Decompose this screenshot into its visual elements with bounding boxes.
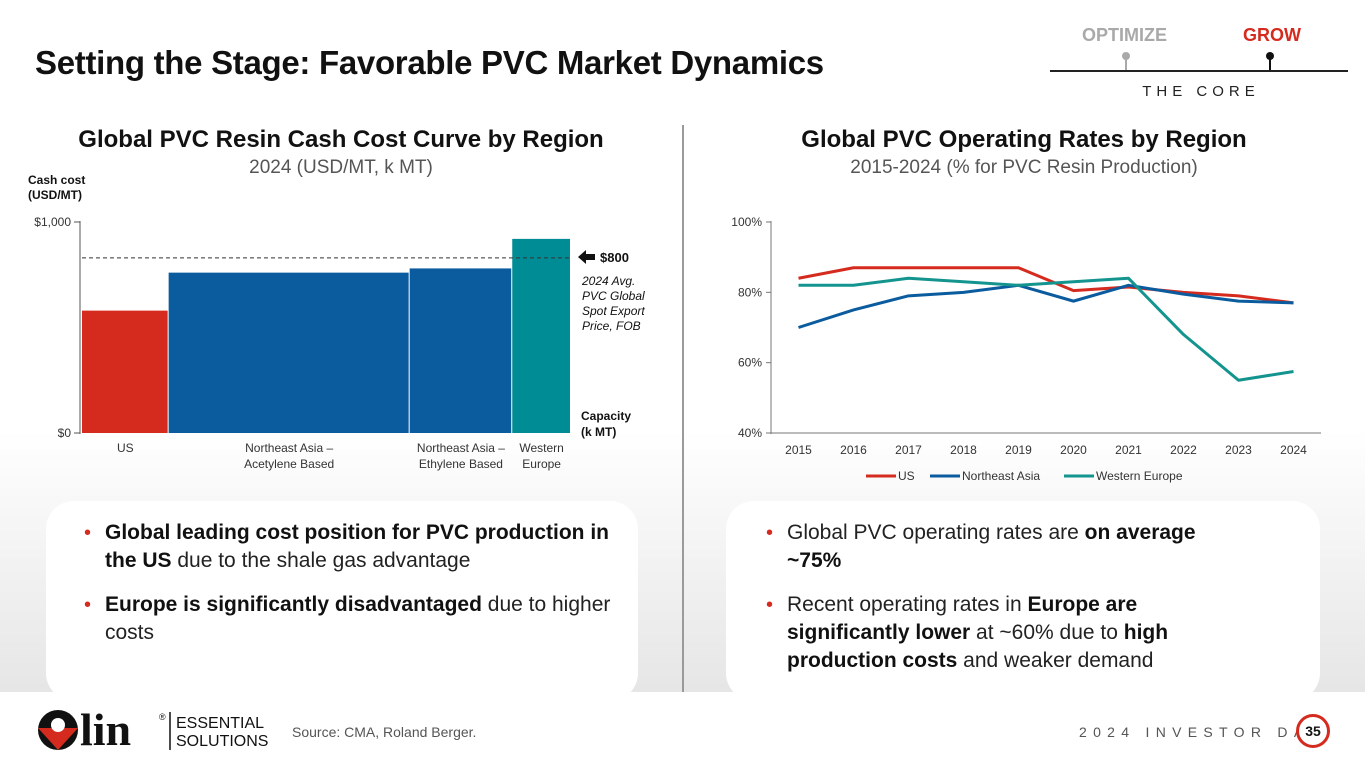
- x-axis-label-line1: Capacity: [581, 409, 631, 423]
- legend-label-0: US: [898, 469, 915, 483]
- olin-logo-text: lin: [80, 704, 131, 755]
- core-roadmap: OPTIMIZE GROW THE CORE: [1050, 20, 1350, 105]
- reference-note-line3: Spot Export: [582, 304, 645, 318]
- cost-category-label-2-1: Ethylene Based: [419, 457, 503, 471]
- core-label: THE CORE: [1142, 83, 1260, 100]
- rates-bullet-2-rest: and weaker demand: [957, 649, 1154, 672]
- cost-bullet-2-text: due to higher costs: [105, 593, 611, 644]
- cost-bar-0: [82, 310, 168, 433]
- source-note: Source: CMA, Roland Berger.: [292, 724, 477, 740]
- rates-bullet-1-bold: on average ~75%: [787, 521, 1196, 572]
- rates-xtick-label-2022: 2022: [1170, 443, 1197, 457]
- reference-note-line2: PVC Global: [582, 289, 645, 303]
- rates-bullet-1: Global PVC operating rates are on averag…: [766, 519, 1236, 575]
- rates-bullet-2-pre: Recent operating rates in: [787, 593, 1028, 616]
- cost-bullet-2: Europe is significantly disadvantaged du…: [84, 591, 638, 647]
- rates-bullet-2-bold1: Europe are significantly lower: [787, 593, 1138, 644]
- rates-ytick-label-2: 60%: [738, 356, 762, 370]
- rates-line-northeast-asia: [798, 283, 1294, 329]
- rates-ytick-label-3: 40%: [738, 426, 762, 440]
- rates-xtick-label-2019: 2019: [1005, 443, 1032, 457]
- rates-xtick-label-2017: 2017: [895, 443, 922, 457]
- olin-logo-arrow-icon: [38, 728, 78, 750]
- rates-bullet-2: Recent operating rates in Europe are sig…: [766, 591, 1236, 675]
- cost-category-label-0-0: US: [117, 441, 134, 455]
- reference-value-label: $800: [600, 250, 629, 265]
- optimize-pin-stem: [1125, 58, 1127, 70]
- rates-ytick-label-0: 100%: [731, 215, 762, 229]
- rates-line-western-europe: [798, 276, 1294, 382]
- x-axis-label-line2: (k MT): [581, 425, 616, 439]
- cost-category-label-3-1: Europe: [522, 457, 561, 471]
- rates-xtick-label-2015: 2015: [785, 443, 812, 457]
- rates-bullet-2-mid: at ~60% due to: [970, 621, 1124, 644]
- optimize-pin-icon: [1122, 52, 1130, 60]
- footer: lin ® ESSENTIAL SOLUTIONS Source: CMA, R…: [0, 692, 1365, 768]
- cost-bullet-1-bold: Global leading cost position for PVC pro…: [105, 521, 609, 572]
- left-chart-subtitle: 2024 (USD/MT, k MT): [249, 157, 433, 178]
- right-chart-title: Global PVC Operating Rates by Region: [801, 126, 1247, 153]
- cost-bullet-1: Global leading cost position for PVC pro…: [84, 519, 638, 575]
- left-chart-title: Global PVC Resin Cash Cost Curve by Regi…: [78, 126, 604, 153]
- cost-bullet-2-bold: Europe is significantly disadvantaged: [105, 593, 482, 616]
- rates-xtick-label-2018: 2018: [950, 443, 977, 457]
- cost-bar-2: [409, 268, 512, 433]
- right-chart-subtitle: 2015-2024 (% for PVC Resin Production): [850, 157, 1198, 178]
- rates-bullet-2-bold2: high production costs: [787, 621, 1169, 672]
- page-title: Setting the Stage: Favorable PVC Market …: [35, 44, 824, 81]
- cost-bullet-1-text: due to the shale gas advantage: [171, 549, 471, 572]
- cost-bar-1: [168, 272, 409, 433]
- arrow-left-icon: [578, 250, 595, 264]
- rates-xtick-label-2023: 2023: [1225, 443, 1252, 457]
- logo-solutions: SOLUTIONS: [176, 733, 268, 750]
- legend-label-1: Northeast Asia: [962, 469, 1040, 483]
- reference-note-line1: 2024 Avg.: [581, 274, 635, 288]
- rates-xtick-label-2020: 2020: [1060, 443, 1087, 457]
- rates-ytick-label-1: 80%: [738, 285, 762, 299]
- cost-tick-label-0: $0: [58, 426, 72, 440]
- rates-xtick-label-2024: 2024: [1280, 443, 1307, 457]
- grow-pin-icon: [1266, 52, 1274, 60]
- rates-bullet-1-text: Global PVC operating rates are: [787, 521, 1085, 544]
- grow-label: GROW: [1243, 25, 1301, 45]
- cost-curve-chart: Cash cost (USD/MT) $1,000 $0 $800 2024 A…: [28, 173, 645, 471]
- logo-essential: ESSENTIAL: [176, 715, 264, 732]
- cost-category-label-1-1: Acetylene Based: [244, 457, 334, 471]
- olin-logo: lin ® ESSENTIAL SOLUTIONS: [38, 704, 268, 755]
- rates-insights-card: Global PVC operating rates are on averag…: [726, 501, 1320, 701]
- core-timeline-line: [1050, 70, 1348, 72]
- cost-tick-label-1000: $1,000: [34, 215, 71, 229]
- page-number: 35: [1296, 714, 1330, 748]
- rates-xtick-label-2021: 2021: [1115, 443, 1142, 457]
- legend-label-2: Western Europe: [1096, 469, 1183, 483]
- optimize-label: OPTIMIZE: [1082, 25, 1167, 45]
- reference-note-line4: Price, FOB: [582, 319, 641, 333]
- y-axis-label-line2: (USD/MT): [28, 188, 82, 202]
- rates-xtick-label-2016: 2016: [840, 443, 867, 457]
- cost-category-label-2-0: Northeast Asia –: [417, 441, 505, 455]
- rates-line-us: [798, 266, 1294, 305]
- cost-bar-3: [512, 238, 570, 433]
- cost-insights-card: Global leading cost position for PVC pro…: [46, 501, 638, 701]
- cost-category-label-3-0: Western: [519, 441, 563, 455]
- investor-day-label: 2024 INVESTOR DAY: [1079, 724, 1325, 740]
- section-divider: [682, 125, 684, 693]
- cost-category-label-1-0: Northeast Asia –: [245, 441, 333, 455]
- registered-mark: ®: [159, 712, 166, 722]
- grow-pin-stem: [1269, 58, 1271, 70]
- y-axis-label-line1: Cash cost: [28, 173, 85, 187]
- operating-rates-chart: 100% 80% 60% 40% 2015 2016 2017 2018 2019 2020 20…: [731, 215, 1321, 483]
